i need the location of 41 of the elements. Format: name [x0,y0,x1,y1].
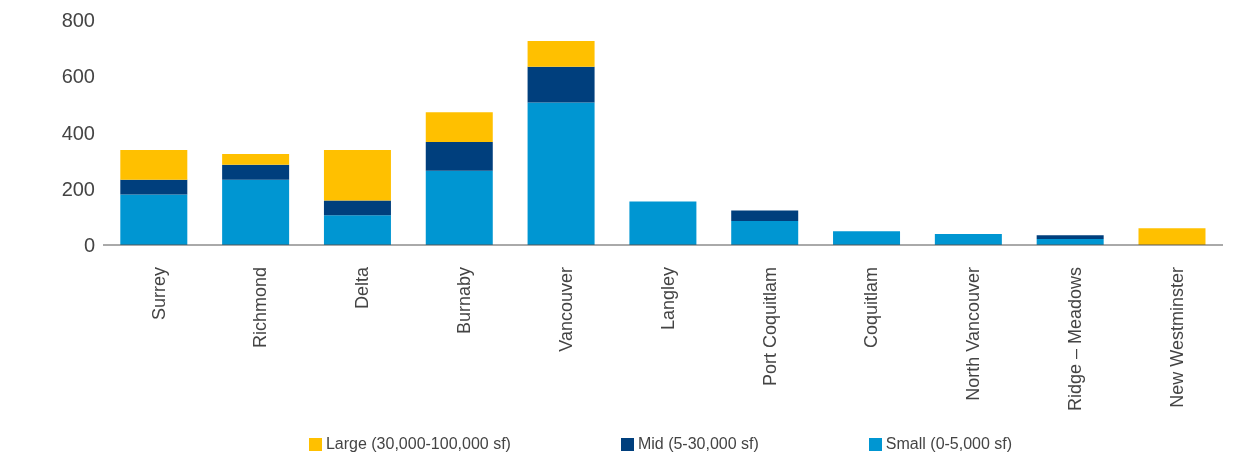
bar [323,149,391,201]
bar [425,142,493,171]
bar [425,112,493,143]
bar [323,215,391,245]
bar [425,170,493,245]
bar [222,153,290,165]
bar [1036,235,1104,240]
bar [120,149,188,180]
bar [934,234,1002,245]
bar [323,200,391,216]
x-tick-label: North Vancouver [963,266,984,401]
x-tick-label: Vancouver [555,267,576,352]
y-tick-label: 800 [61,9,95,32]
x-tick-label: Langley [657,267,678,331]
bar [833,231,901,245]
x-tick-label: Richmond [250,267,271,349]
legend-label: Large (30,000-100,000 sf) [325,435,511,452]
x-tick-label: Coquitlam [861,267,882,349]
bar [731,210,799,222]
bar [120,194,188,245]
x-tick-label: Port Coquitlam [759,267,780,387]
bar [1138,228,1206,245]
bar [222,164,290,180]
y-tick-label: 0 [83,234,95,257]
x-tick-label: Ridge – Meadows [1065,267,1086,412]
y-tick-label: 400 [61,121,95,144]
bar [527,66,595,103]
y-tick-label: 200 [61,177,95,200]
bar [527,102,595,245]
bar [629,201,697,245]
x-tick-label: Surrey [148,267,169,321]
x-tick-label: New Westminster [1166,267,1187,408]
bar [731,221,799,245]
bar [222,179,290,245]
bar [120,179,188,195]
bar [527,41,595,67]
x-tick-label: Delta [352,266,373,310]
y-tick-label: 600 [61,65,95,88]
legend-label: Mid (5-30,000 sf) [637,435,759,452]
legend-label: Small (0-5,000 sf) [885,435,1013,452]
x-tick-label: Burnaby [454,267,475,335]
